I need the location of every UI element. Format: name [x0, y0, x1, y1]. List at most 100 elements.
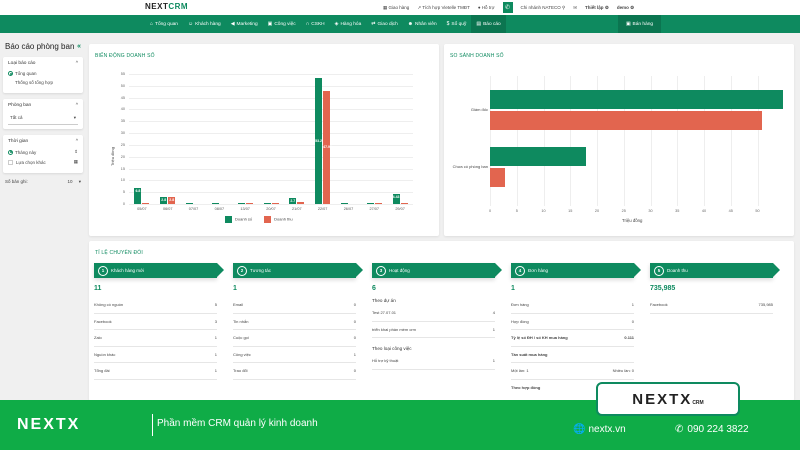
option-thong-so[interactable]: Thống số tổng hợp: [8, 80, 78, 85]
group-heading: Theo dự án: [372, 298, 396, 303]
y-tick: 40: [120, 107, 125, 112]
option-tong-quan[interactable]: Tổng quan: [8, 71, 78, 76]
phone-button[interactable]: ✆: [502, 2, 513, 13]
chevron-up-icon[interactable]: ^: [75, 139, 78, 144]
top-bar: NEXTCRM ▦ Giao hàng ↗ Tích hợp Vietelle …: [0, 0, 800, 15]
x-tick: 29/07: [395, 207, 405, 211]
bar-doanh-so[interactable]: 53.25: [315, 78, 324, 204]
chevron-up-icon[interactable]: ^: [75, 103, 78, 108]
radio-icon[interactable]: [8, 80, 13, 85]
radio-checked-icon[interactable]: [8, 149, 13, 155]
bar-doanh-so[interactable]: [186, 202, 194, 204]
hotline[interactable]: ✆ 090 224 3822: [675, 424, 749, 435]
bar-doanh-thu[interactable]: 2.8: [168, 197, 176, 204]
bar-doanh-thu[interactable]: [297, 202, 305, 204]
grid-line: [704, 76, 705, 206]
bar-doanh-thu[interactable]: 47.96: [323, 90, 332, 204]
bar-doanh-thu[interactable]: [490, 111, 762, 130]
y-tick: 5: [122, 190, 125, 195]
grid-line: [597, 76, 598, 206]
bar-doanh-so[interactable]: [211, 202, 219, 204]
nav-marketing[interactable]: ◀ Marketing: [230, 21, 258, 27]
bar-doanh-thu[interactable]: [400, 202, 408, 204]
nav-bao-cao[interactable]: ▤ Báo cáo: [471, 15, 506, 33]
sort-icon: ⇕: [74, 149, 78, 154]
grid-line: [129, 121, 413, 123]
briefcase-icon: ▣: [267, 21, 273, 27]
mail-icon[interactable]: ✉: [573, 4, 578, 10]
bar-doanh-so[interactable]: 2.7: [289, 197, 297, 204]
stage-header[interactable]: 1 Khách hàng mới: [94, 263, 224, 278]
headset-icon: ∩: [305, 21, 310, 27]
bar-doanh-thu[interactable]: [490, 168, 505, 187]
frequency-heading: Tần suất mua hàng: [511, 347, 634, 363]
nav-cong-viec[interactable]: ▣ Công việc: [267, 21, 296, 27]
checkbox-icon[interactable]: [8, 159, 13, 165]
y-tick: 45: [120, 95, 125, 100]
bar-doanh-so[interactable]: 2.8: [160, 197, 168, 204]
calendar-icon[interactable]: ▦: [73, 159, 78, 164]
stage-total: 1: [233, 285, 237, 292]
bar-doanh-thu[interactable]: [374, 203, 382, 204]
list-item: Facebook 735,985: [650, 297, 773, 314]
bar-doanh-so[interactable]: [490, 147, 587, 166]
grid-line: [129, 74, 413, 75]
nav-nhan-vien[interactable]: ☻ Nhân viên: [407, 21, 437, 27]
bar-doanh-thu[interactable]: [271, 203, 279, 204]
support-link[interactable]: ● Hỗ trợ: [477, 5, 495, 10]
nav-cskh[interactable]: ∩ CSKH: [305, 21, 325, 27]
app-logo[interactable]: NEXTCRM: [145, 2, 189, 11]
stage-total: 735,985: [650, 285, 676, 292]
bar-doanh-so[interactable]: [237, 203, 245, 204]
time-label: Thời gian: [8, 139, 29, 144]
delivery-link[interactable]: ▦ Giao hàng: [383, 4, 410, 10]
page-size[interactable]: Số bản ghi: 10 ▾: [5, 179, 81, 184]
x-axis-label: Triệu đồng: [622, 218, 643, 223]
nav-so-quy[interactable]: $ Sổ quỹ: [446, 21, 467, 27]
tagline: Phần mềm CRM quản lý kinh doanh: [157, 418, 318, 429]
grid-line: [129, 133, 413, 135]
stage-total: 6: [372, 285, 376, 292]
time-filter: Thời gian ^ Tháng này ⇕ Lựa chọn khác ▦: [3, 135, 83, 173]
stage-header[interactable]: 4 Đơn hàng: [511, 263, 641, 278]
nav-giao-dich[interactable]: ⇄ Giao dịch: [371, 21, 398, 27]
bar-doanh-so[interactable]: 6.8: [134, 187, 142, 204]
chevron-up-icon[interactable]: ^: [75, 61, 78, 66]
bar-doanh-so[interactable]: [366, 203, 374, 204]
home-icon: ⌂: [150, 21, 154, 27]
sell-button[interactable]: ▣ Bán hàng: [618, 15, 662, 33]
y-tick: 15: [120, 166, 125, 171]
x-tick: 25: [621, 209, 626, 213]
nav-hang-hoa[interactable]: ◈ Hàng hóa: [334, 21, 362, 27]
divider: [152, 414, 153, 436]
legend-doanh-so[interactable]: Doanh số: [225, 216, 252, 223]
sales-comparison-chart: SO SÁNH DOANH SỐ Triệu đồng 0 5 10 15 20 25 30…: [444, 44, 794, 236]
nav-khach-hang[interactable]: ☺ Khách hàng: [187, 21, 221, 27]
stage-header[interactable]: 2 Tương tác: [233, 263, 363, 278]
department-select[interactable]: Tất cả ▾: [8, 113, 78, 125]
legend-doanh-thu[interactable]: Doanh thu: [264, 216, 293, 223]
branch-selector[interactable]: Chi nhánh NATECO ⚲: [520, 4, 566, 10]
stage-header[interactable]: 5 Doanh thu: [650, 263, 780, 278]
list-item: Facebook 3: [94, 314, 217, 330]
grid-line: [129, 85, 413, 87]
bar-doanh-so[interactable]: [263, 202, 271, 204]
time-custom-option[interactable]: Lựa chọn khác ▦: [8, 159, 78, 165]
bar-doanh-so[interactable]: [490, 90, 783, 109]
collapse-icon[interactable]: «: [77, 43, 81, 50]
time-preset-select[interactable]: Tháng này ⇕: [8, 149, 78, 155]
radio-checked-icon[interactable]: [8, 71, 13, 76]
grid-line: [129, 180, 413, 182]
help-icon: ●: [477, 5, 481, 10]
stage-header[interactable]: 3 Hoạt động: [372, 263, 502, 278]
bar-doanh-thu[interactable]: [142, 203, 150, 204]
bar-doanh-so[interactable]: [340, 203, 348, 204]
integration-link[interactable]: ↗ Tích hợp Vietelle TMĐT: [417, 4, 470, 10]
website-link[interactable]: 🌐 nextx.vn: [573, 424, 626, 435]
settings-link[interactable]: Thiết lập ⚙: [585, 4, 609, 10]
user-menu[interactable]: demo ⚙: [616, 4, 635, 10]
nav-tong-quan[interactable]: ⌂ Tổng quan: [150, 21, 178, 27]
bar-doanh-so[interactable]: 4.43: [392, 193, 400, 204]
bar-doanh-thu[interactable]: [245, 203, 253, 204]
x-tick: 35: [675, 209, 680, 213]
